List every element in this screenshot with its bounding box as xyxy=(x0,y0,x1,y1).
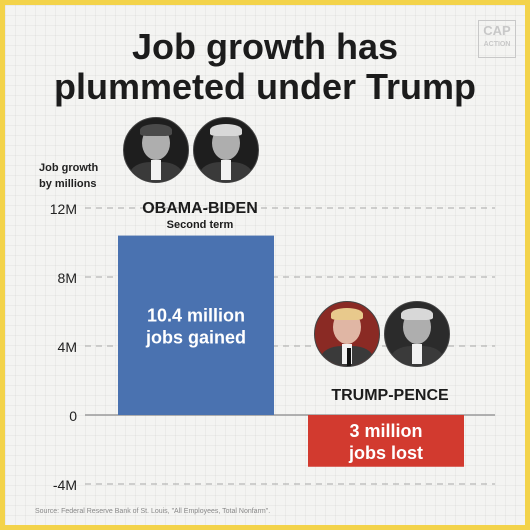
chart-title-line-2: plummeted under Trump xyxy=(53,66,477,107)
bar-data-label: 3 million xyxy=(349,421,422,441)
obama-portrait xyxy=(123,117,189,183)
y-axis-title-line-1: Job growth xyxy=(39,162,99,174)
chart-title-line-1: Job growth has xyxy=(131,26,398,67)
bar-data-label: jobs lost xyxy=(348,443,423,463)
bar-data-label: 10.4 million xyxy=(147,305,245,325)
biden-portrait xyxy=(193,117,259,183)
obama-biden-photos xyxy=(123,117,259,183)
trump-pence-photos xyxy=(314,301,450,367)
obama-biden-subtitle: Second term xyxy=(166,219,234,231)
cap-action-logo: CAP ACTION xyxy=(478,20,516,58)
logo-line-2: ACTION xyxy=(483,41,511,48)
y-axis-title: Job growth by millions xyxy=(39,160,98,192)
bar-obama-biden xyxy=(118,235,274,415)
y-tick-label: 12M xyxy=(50,201,77,217)
y-tick-label: 4M xyxy=(58,339,77,355)
trump-pence-name: TRUMP-PENCE xyxy=(331,387,449,404)
chart-title: Job growth has plummeted under Trump xyxy=(45,27,485,107)
y-tick-label: 8M xyxy=(58,270,77,286)
obama-biden-label: OBAMA-BIDEN Second term xyxy=(115,200,285,231)
bar-data-label: jobs gained xyxy=(145,327,246,347)
pence-portrait xyxy=(384,301,450,367)
bar-trump-pence xyxy=(308,415,464,467)
y-axis-title-line-2: by millions xyxy=(39,178,97,190)
trump-portrait xyxy=(314,301,380,367)
y-tick-label: 0 xyxy=(69,408,77,424)
logo-line-1: CAP xyxy=(483,23,511,38)
trump-pence-label: TRUMP-PENCE xyxy=(305,387,475,405)
obama-biden-name: OBAMA-BIDEN xyxy=(142,200,258,217)
y-tick-label: -4M xyxy=(53,477,77,493)
source-note: Source: Federal Reserve Bank of St. Loui… xyxy=(35,508,271,515)
